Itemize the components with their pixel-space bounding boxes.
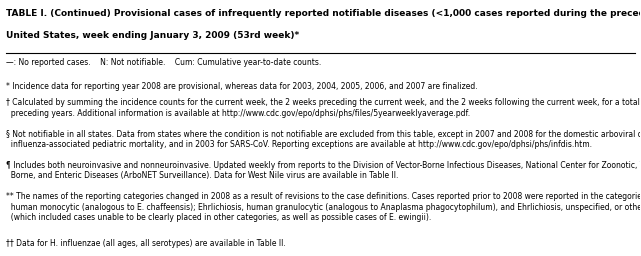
Text: † Calculated by summing the incidence counts for the current week, the 2 weeks p: † Calculated by summing the incidence co…: [6, 98, 641, 118]
Text: †† Data for H. influenzae (all ages, all serotypes) are available in Table II.: †† Data for H. influenzae (all ages, all…: [6, 239, 287, 248]
Text: ** The names of the reporting categories changed in 2008 as a result of revision: ** The names of the reporting categories…: [6, 192, 641, 222]
Text: United States, week ending January 3, 2009 (53rd week)*: United States, week ending January 3, 20…: [6, 30, 300, 39]
Text: § Not notifiable in all states. Data from states where the condition is not noti: § Not notifiable in all states. Data fro…: [6, 130, 641, 149]
Text: ¶ Includes both neuroinvasive and nonneuroinvasive. Updated weekly from reports : ¶ Includes both neuroinvasive and nonneu…: [6, 161, 641, 180]
Text: TABLE I. (Continued) Provisional cases of infrequently reported notifiable disea: TABLE I. (Continued) Provisional cases o…: [6, 9, 641, 18]
Text: —: No reported cases.    N: Not notifiable.    Cum: Cumulative year-to-date coun: —: No reported cases. N: Not notifiable.…: [6, 58, 322, 67]
Text: * Incidence data for reporting year 2008 are provisional, whereas data for 2003,: * Incidence data for reporting year 2008…: [6, 82, 478, 91]
Text: §§ Updated monthly from reports to the Division of HIV/AIDS Prevention, National: §§ Updated monthly from reports to the D…: [6, 255, 641, 256]
